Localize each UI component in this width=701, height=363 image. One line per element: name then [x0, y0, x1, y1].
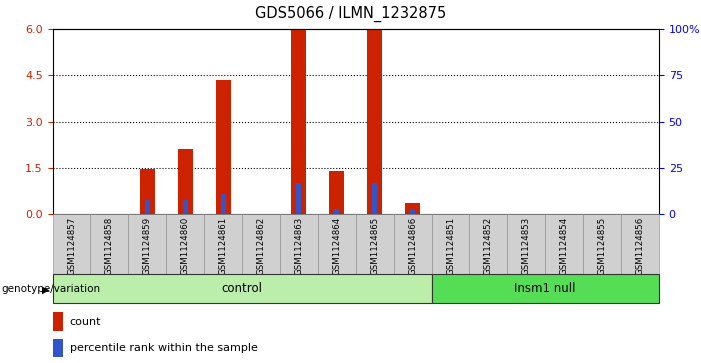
Text: GSM1124862: GSM1124862 — [257, 217, 266, 276]
Text: GSM1124858: GSM1124858 — [105, 217, 114, 276]
Bar — [508, 214, 545, 274]
Bar — [334, 209, 339, 214]
Bar — [621, 214, 659, 274]
Bar — [372, 183, 377, 214]
Bar — [139, 170, 155, 214]
Text: GSM1124852: GSM1124852 — [484, 217, 493, 276]
Bar — [128, 214, 166, 274]
Bar — [545, 214, 583, 274]
Text: GSM1124860: GSM1124860 — [181, 217, 190, 276]
Bar — [53, 274, 432, 303]
Text: GSM1124857: GSM1124857 — [67, 217, 76, 276]
Bar — [280, 214, 318, 274]
Text: count: count — [69, 317, 101, 327]
Text: GSM1124863: GSM1124863 — [294, 217, 304, 276]
Bar — [90, 214, 128, 274]
Bar — [145, 200, 150, 214]
Bar — [53, 339, 64, 357]
Text: percentile rank within the sample: percentile rank within the sample — [69, 343, 257, 353]
Bar — [177, 150, 193, 214]
Bar — [221, 194, 226, 214]
Bar — [292, 29, 306, 214]
Text: GSM1124851: GSM1124851 — [446, 217, 455, 276]
Bar — [410, 209, 415, 214]
Text: GSM1124855: GSM1124855 — [597, 217, 606, 276]
Bar — [53, 313, 64, 331]
Bar — [367, 29, 382, 214]
Text: ▶: ▶ — [42, 284, 50, 294]
Text: GSM1124856: GSM1124856 — [636, 217, 644, 276]
Bar — [394, 214, 432, 274]
Text: GDS5066 / ILMN_1232875: GDS5066 / ILMN_1232875 — [255, 5, 446, 22]
Text: GSM1124866: GSM1124866 — [408, 217, 417, 276]
Bar — [329, 171, 344, 214]
Text: GSM1124854: GSM1124854 — [559, 217, 569, 276]
Bar — [297, 183, 301, 214]
Text: GSM1124853: GSM1124853 — [522, 217, 531, 276]
Text: GSM1124865: GSM1124865 — [370, 217, 379, 276]
Text: Insm1 null: Insm1 null — [515, 282, 576, 295]
Text: genotype/variation: genotype/variation — [1, 284, 100, 294]
Bar — [53, 214, 90, 274]
Bar — [204, 214, 242, 274]
Bar — [432, 274, 659, 303]
Bar — [432, 214, 470, 274]
Bar — [318, 214, 355, 274]
Text: GSM1124861: GSM1124861 — [219, 217, 228, 276]
Text: GSM1124859: GSM1124859 — [143, 217, 152, 275]
Bar — [242, 214, 280, 274]
Bar — [583, 214, 621, 274]
Bar — [470, 214, 508, 274]
Text: GSM1124864: GSM1124864 — [332, 217, 341, 276]
Bar — [355, 214, 394, 274]
Text: control: control — [222, 282, 263, 295]
Bar — [183, 200, 188, 214]
Bar — [166, 214, 204, 274]
Bar — [215, 80, 231, 214]
Bar — [405, 203, 420, 214]
